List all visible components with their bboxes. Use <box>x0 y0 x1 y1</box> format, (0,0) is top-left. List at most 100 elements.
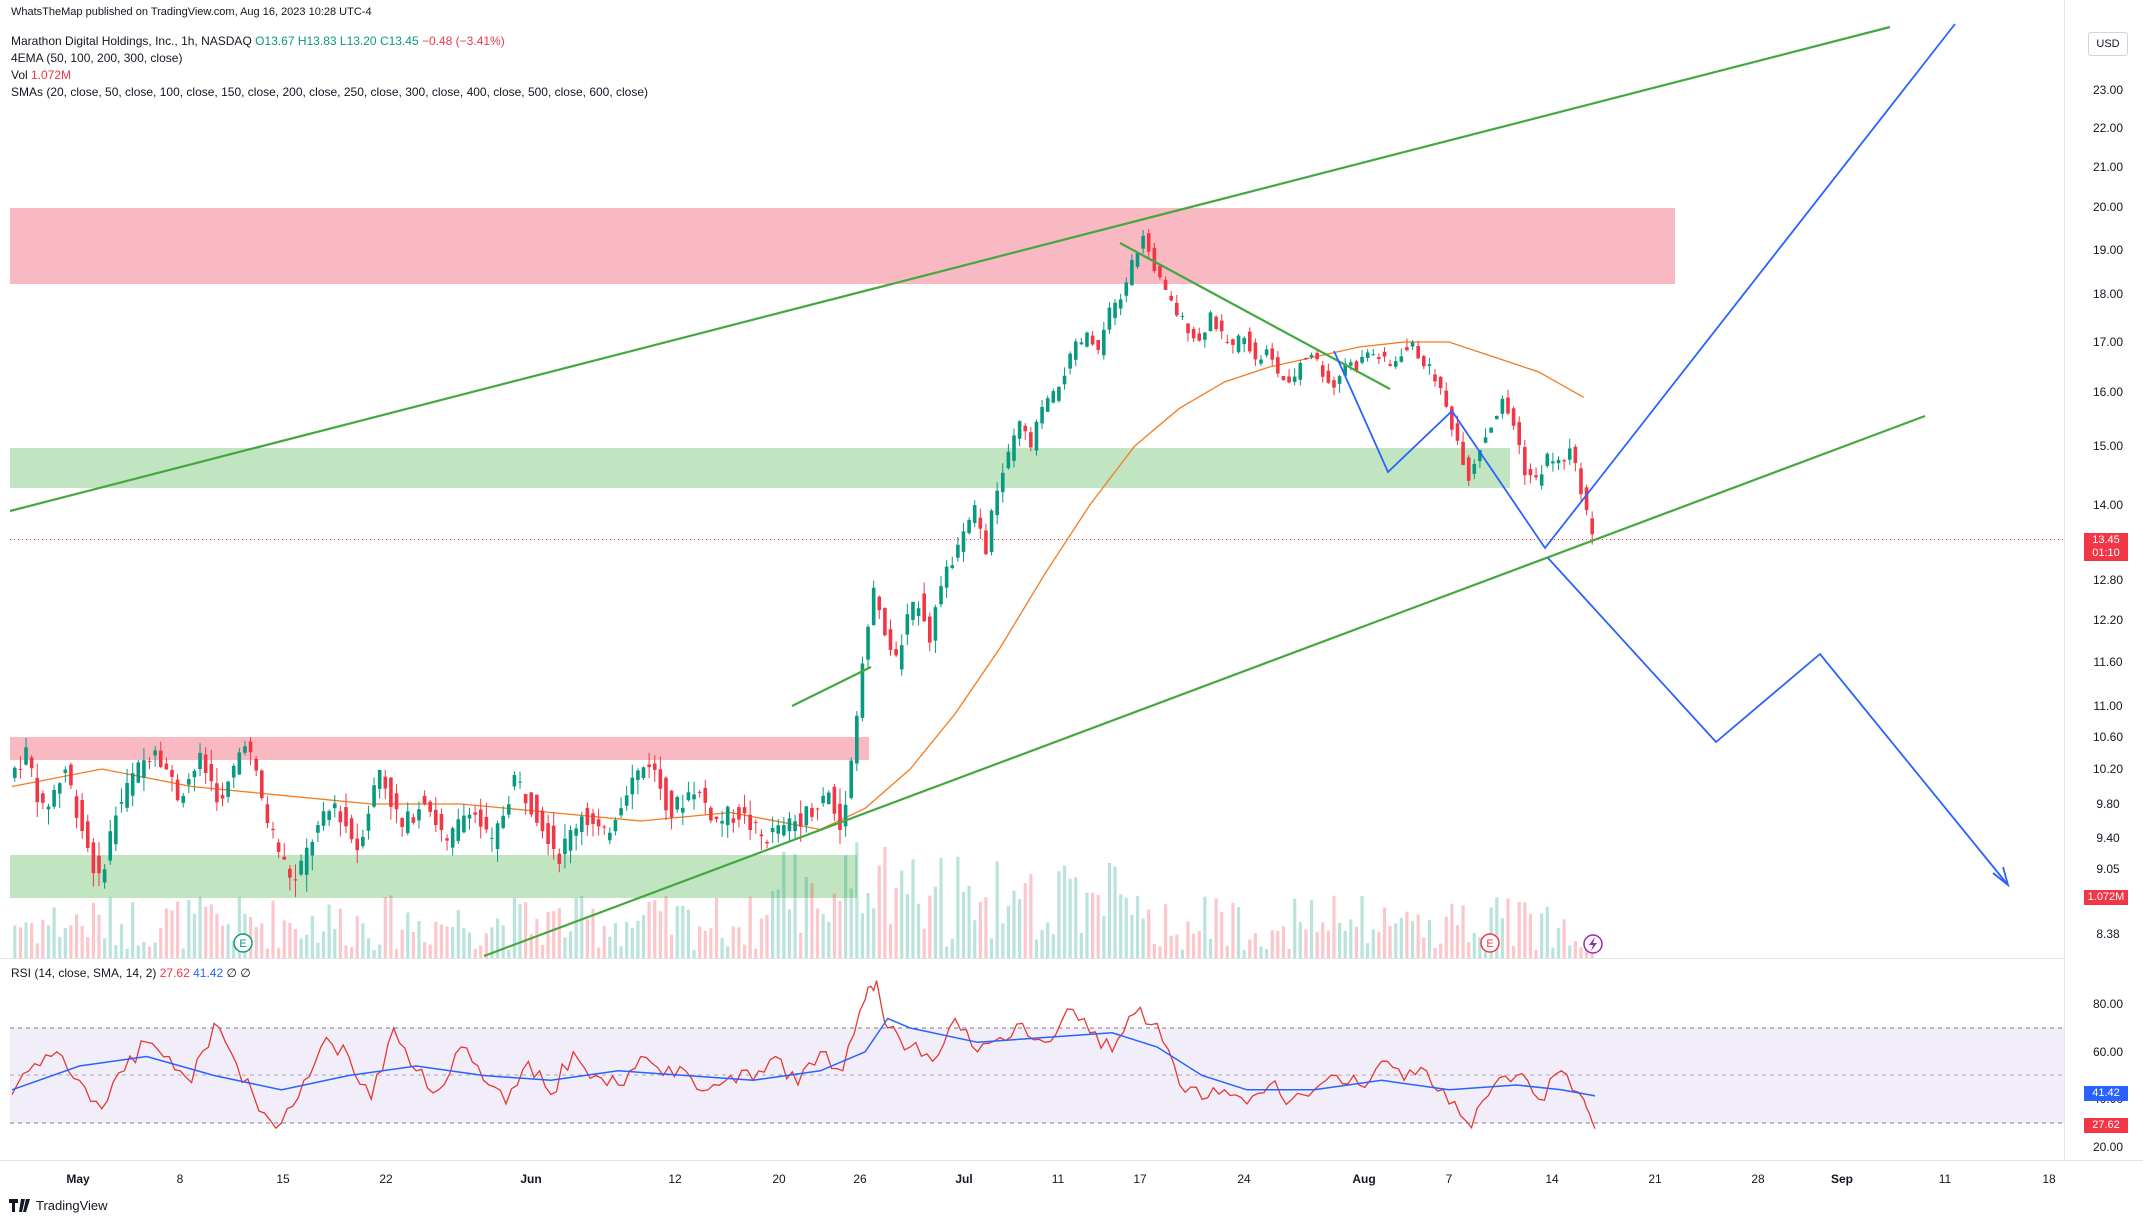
candle-body[interactable] <box>1360 356 1364 363</box>
supply-zone-lower[interactable] <box>10 737 869 760</box>
candle-body[interactable] <box>377 769 382 789</box>
candle-body[interactable] <box>1102 329 1106 356</box>
ema-legend[interactable]: 4EMA (50, 100, 200, 300, close) <box>11 51 183 65</box>
candle-body[interactable] <box>776 825 781 834</box>
candle-body[interactable] <box>563 838 567 855</box>
candle-body[interactable] <box>1225 341 1230 343</box>
candle-body[interactable] <box>1000 472 1005 493</box>
candle-body[interactable] <box>1113 302 1117 319</box>
candle-body[interactable] <box>1483 437 1488 443</box>
candle-body[interactable] <box>467 814 472 819</box>
candle-body[interactable] <box>1579 468 1583 495</box>
candle-body[interactable] <box>136 762 141 783</box>
candle-body[interactable] <box>916 608 921 616</box>
candle-body[interactable] <box>372 785 376 807</box>
candle-body[interactable] <box>63 769 68 773</box>
candle-body[interactable] <box>389 777 393 807</box>
candle-body[interactable] <box>332 803 337 809</box>
candle-body[interactable] <box>1017 421 1022 439</box>
candle-body[interactable] <box>1450 406 1454 430</box>
candle-body[interactable] <box>69 764 73 786</box>
candle-body[interactable] <box>546 823 550 844</box>
candle-body[interactable] <box>1118 299 1123 309</box>
candle-body[interactable] <box>1427 364 1432 366</box>
candle-body[interactable] <box>1584 487 1589 511</box>
upper-channel-line[interactable] <box>9 25 1891 513</box>
candle-body[interactable] <box>1371 354 1376 356</box>
candle-body[interactable] <box>984 530 988 555</box>
candle-body[interactable] <box>1259 359 1263 364</box>
candle-body[interactable] <box>1545 453 1550 466</box>
candle-body[interactable] <box>1349 362 1353 366</box>
candle-body[interactable] <box>961 531 966 552</box>
candle-body[interactable] <box>1006 451 1011 469</box>
candle-body[interactable] <box>742 807 747 814</box>
candle-body[interactable] <box>1562 460 1566 462</box>
short-support-line[interactable] <box>791 666 872 707</box>
candle-body[interactable] <box>1517 422 1522 445</box>
candle-body[interactable] <box>1393 361 1398 367</box>
candle-body[interactable] <box>29 757 34 769</box>
candle-body[interactable] <box>91 842 96 874</box>
candle-body[interactable] <box>855 715 859 764</box>
bullish-projection[interactable] <box>1333 23 1956 550</box>
candle-body[interactable] <box>338 811 343 823</box>
candle-body[interactable] <box>1242 338 1246 345</box>
candle-body[interactable] <box>1337 376 1342 384</box>
candle-body[interactable] <box>1287 376 1291 383</box>
candle-body[interactable] <box>1130 259 1134 286</box>
candle-body[interactable] <box>1315 352 1319 360</box>
candle-body[interactable] <box>1438 376 1443 389</box>
candle-body[interactable] <box>130 773 135 796</box>
candle-body[interactable] <box>501 815 505 828</box>
candle-body[interactable] <box>434 809 438 825</box>
candle-body[interactable] <box>905 614 910 635</box>
candle-body[interactable] <box>860 663 865 718</box>
candle-body[interactable] <box>798 813 803 827</box>
candle-body[interactable] <box>1281 376 1286 381</box>
candle-body[interactable] <box>158 750 163 767</box>
candle-body[interactable] <box>310 841 315 856</box>
candle-body[interactable] <box>978 517 983 529</box>
candle-body[interactable] <box>153 750 157 756</box>
candle-body[interactable] <box>972 505 977 524</box>
candle-body[interactable] <box>349 818 354 840</box>
candle-body[interactable] <box>939 586 943 605</box>
candle-body[interactable] <box>686 792 691 801</box>
candle-body[interactable] <box>518 781 522 783</box>
rsi-legend[interactable]: RSI (14, close, SMA, 14, 2) 27.62 41.42 … <box>11 966 251 980</box>
candle-body[interactable] <box>557 853 562 864</box>
candle-body[interactable] <box>1410 342 1415 347</box>
candle-body[interactable] <box>1236 335 1241 353</box>
candle-body[interactable] <box>714 816 719 820</box>
candle-body[interactable] <box>35 777 40 803</box>
candle-body[interactable] <box>394 793 399 810</box>
candle-body[interactable] <box>400 818 404 828</box>
candle-body[interactable] <box>759 834 764 837</box>
candle-body[interactable] <box>108 831 113 861</box>
candle-body[interactable] <box>950 565 955 569</box>
candle-body[interactable] <box>1219 320 1224 332</box>
candle-body[interactable] <box>24 747 28 765</box>
candle-body[interactable] <box>428 801 433 812</box>
candle-body[interactable] <box>1107 307 1112 330</box>
candle-body[interactable] <box>1079 342 1084 345</box>
candle-body[interactable] <box>1539 474 1544 486</box>
candle-body[interactable] <box>787 818 792 832</box>
candle-body[interactable] <box>304 847 309 875</box>
candle-body[interactable] <box>114 815 118 845</box>
candle-body[interactable] <box>540 810 545 832</box>
candle-body[interactable] <box>585 807 590 826</box>
candle-body[interactable] <box>596 819 601 827</box>
candle-body[interactable] <box>1180 316 1185 318</box>
earnings-marker-may[interactable]: E <box>233 933 253 953</box>
candle-body[interactable] <box>832 786 837 814</box>
candle-body[interactable] <box>995 490 999 516</box>
candle-body[interactable] <box>1511 408 1516 426</box>
candle-body[interactable] <box>231 765 236 778</box>
candle-body[interactable] <box>770 827 775 833</box>
candle-body[interactable] <box>1466 457 1471 481</box>
candle-body[interactable] <box>316 825 320 833</box>
candle-body[interactable] <box>602 826 607 828</box>
candle-body[interactable] <box>1304 358 1308 360</box>
